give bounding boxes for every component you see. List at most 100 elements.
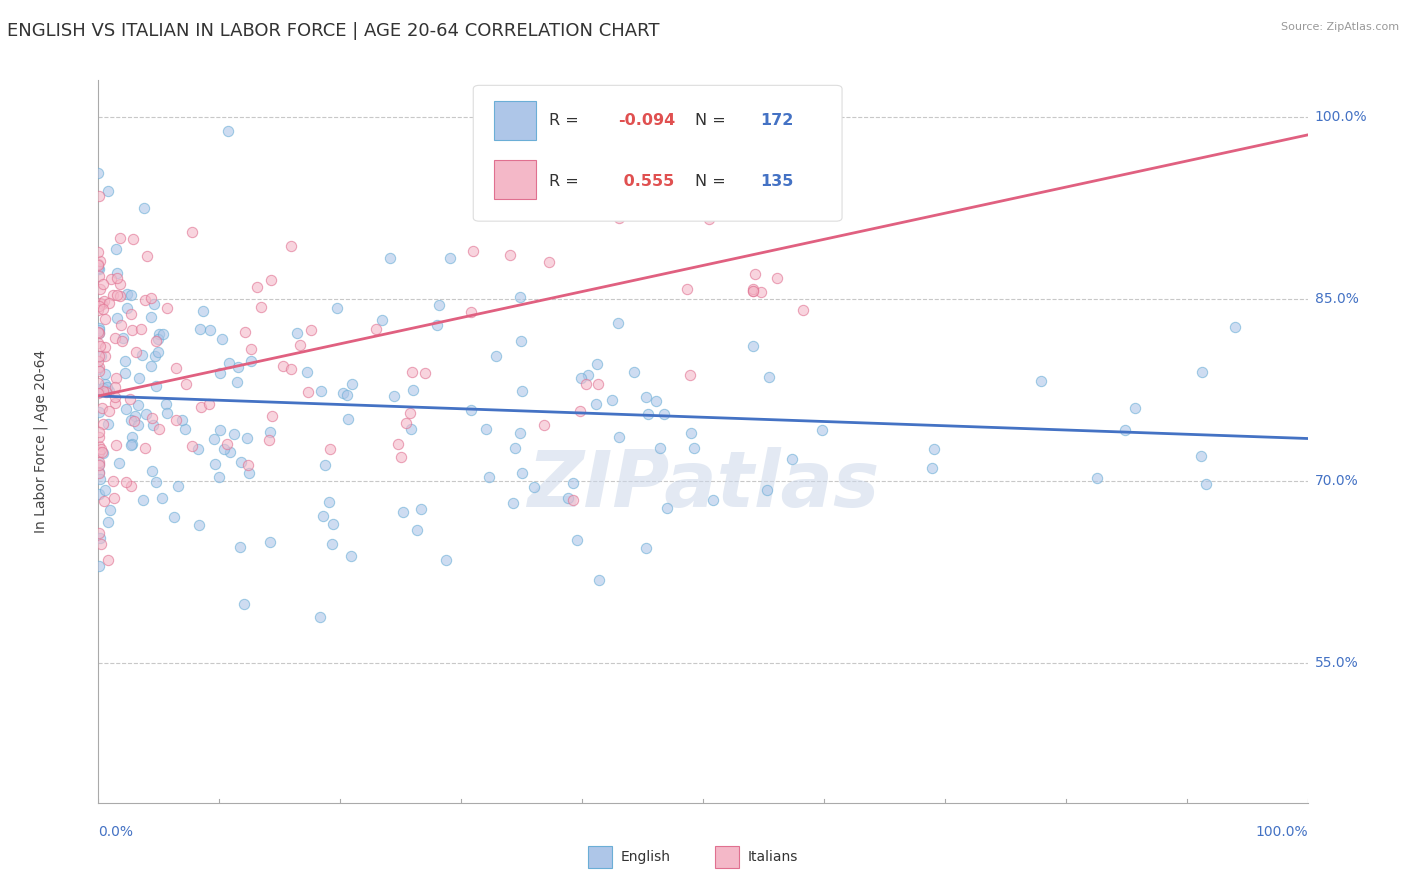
Point [211, 332, 233, 346]
Point [392, 505, 415, 519]
Point [561, 475, 583, 490]
Point [134, 293, 156, 307]
Point [741, 284, 763, 298]
Point [101, 474, 124, 488]
Point [364, 322, 387, 336]
Point [271, 359, 294, 374]
Point [510, 384, 533, 398]
FancyBboxPatch shape [588, 847, 613, 868]
Point [600, 392, 623, 407]
Point [389, 450, 412, 465]
Point [188, 322, 211, 336]
Point [218, 356, 240, 370]
Text: N =: N = [695, 112, 730, 128]
Point [200, 323, 222, 337]
Point [588, 573, 610, 587]
Text: 85.0%: 85.0% [1315, 292, 1358, 306]
Point [91, 401, 114, 415]
Point [249, 300, 271, 314]
Point [208, 470, 231, 484]
Point [755, 483, 778, 498]
Point [110, 318, 132, 332]
Point [319, 442, 342, 457]
Point [229, 540, 252, 554]
Point [135, 249, 157, 263]
Point [634, 541, 657, 555]
Point [1191, 365, 1213, 379]
Text: 100.0%: 100.0% [1315, 110, 1367, 124]
Point [91, 381, 114, 395]
Point [87, 405, 110, 419]
Point [114, 475, 136, 490]
Point [588, 377, 610, 392]
Point [758, 369, 780, 384]
Point [93, 293, 115, 308]
Point [1029, 374, 1052, 388]
Point [260, 273, 283, 287]
Point [105, 271, 128, 285]
Point [222, 426, 245, 441]
Point [91, 277, 114, 292]
Point [105, 311, 128, 326]
Text: R =: R = [550, 112, 585, 128]
Point [229, 455, 252, 469]
Point [87, 376, 110, 390]
Text: -0.094: -0.094 [619, 112, 676, 128]
Point [309, 610, 332, 624]
Point [921, 461, 943, 475]
Point [569, 404, 592, 418]
Point [139, 310, 162, 324]
Point [413, 367, 436, 381]
Point [104, 242, 127, 256]
Point [742, 339, 765, 353]
Point [370, 313, 392, 327]
Point [576, 368, 599, 382]
Point [239, 353, 262, 368]
Point [120, 392, 142, 406]
Point [645, 394, 668, 409]
Point [143, 296, 166, 310]
Point [89, 282, 111, 296]
Point [509, 334, 531, 348]
Point [94, 367, 117, 381]
Point [104, 331, 127, 345]
Point [156, 406, 179, 420]
Point [309, 384, 332, 398]
Point [141, 464, 163, 478]
Point [260, 409, 283, 424]
Point [89, 558, 111, 573]
FancyBboxPatch shape [716, 847, 740, 868]
Text: N =: N = [695, 174, 730, 189]
Point [121, 287, 143, 301]
Point [108, 231, 131, 245]
Point [702, 492, 724, 507]
Point [127, 418, 149, 433]
Point [101, 288, 124, 302]
Point [1225, 319, 1247, 334]
Point [87, 425, 110, 439]
Point [204, 457, 226, 471]
FancyBboxPatch shape [494, 160, 536, 200]
Point [170, 413, 193, 427]
Point [387, 437, 409, 451]
Point [94, 384, 117, 399]
Text: Source: ZipAtlas.com: Source: ZipAtlas.com [1281, 22, 1399, 32]
Point [132, 493, 155, 508]
Point [142, 418, 165, 433]
Point [127, 398, 149, 412]
Point [569, 371, 592, 385]
Point [679, 425, 702, 440]
Point [87, 261, 110, 276]
Point [121, 232, 143, 246]
Point [90, 442, 112, 456]
Point [93, 493, 115, 508]
Point [87, 325, 110, 339]
Point [87, 299, 110, 313]
Point [426, 318, 449, 332]
Point [395, 416, 418, 430]
Point [332, 386, 354, 401]
Point [87, 335, 110, 350]
Point [87, 326, 110, 341]
Point [792, 302, 814, 317]
Point [202, 432, 225, 446]
